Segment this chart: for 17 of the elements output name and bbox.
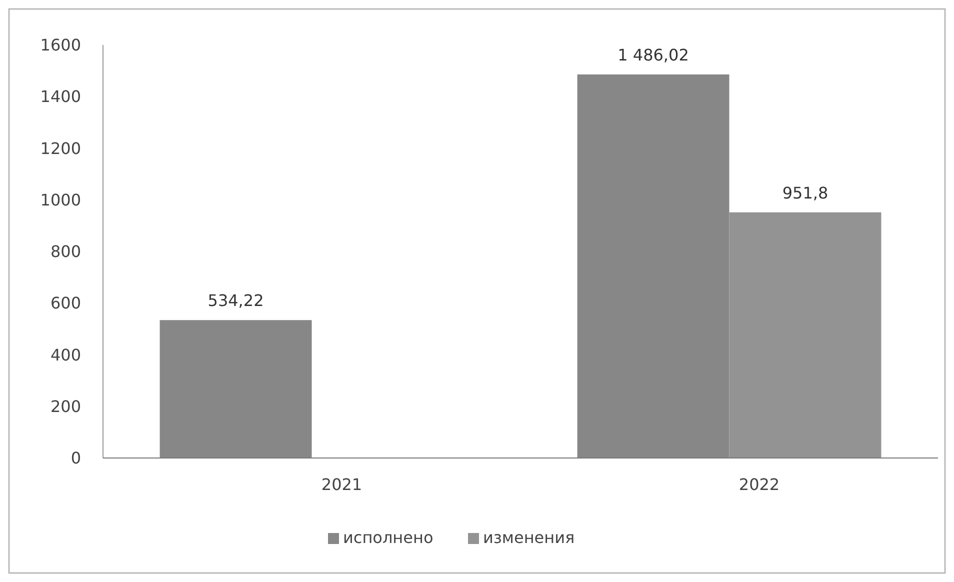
y-tick-label: 200: [50, 396, 81, 416]
legend-label: исполнено: [343, 528, 434, 547]
y-tick-label: 400: [50, 345, 81, 364]
y-tick-label: 800: [50, 242, 81, 262]
data-label: 1 486,02: [618, 45, 689, 64]
y-tick-label: 1600: [40, 36, 81, 55]
bar: [160, 320, 312, 458]
y-tick-label: 1400: [40, 87, 81, 106]
legend-label: изменения: [483, 528, 575, 547]
data-label: 534,22: [208, 291, 264, 310]
x-tick-label: 2022: [738, 475, 780, 494]
y-tick-label: 1200: [40, 138, 81, 158]
y-tick-label: 1000: [40, 190, 81, 210]
y-tick-label: 600: [50, 294, 81, 313]
y-tick-label: 0: [70, 448, 81, 468]
data-label: 951,8: [782, 183, 828, 202]
x-tick-label: 2021: [321, 475, 362, 494]
